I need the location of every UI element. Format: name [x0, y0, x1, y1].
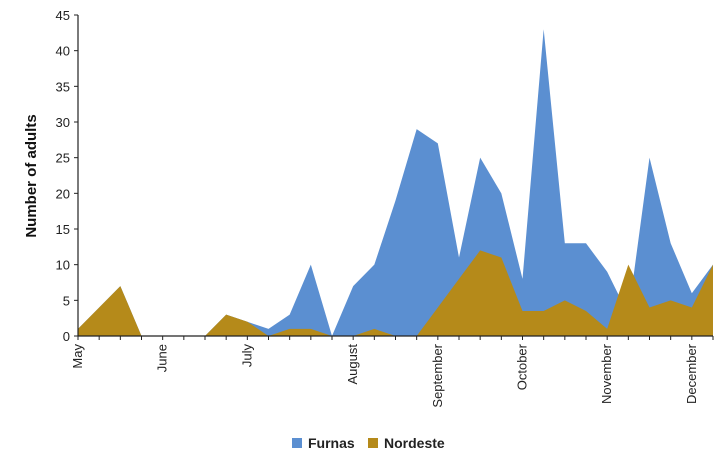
x-tick-label-august: August: [345, 344, 360, 385]
x-tick-label-july: July: [239, 344, 254, 368]
y-tick-label: 25: [56, 151, 70, 166]
x-tick-labels: May June July August September October Novembe…: [70, 336, 714, 408]
y-tick-label: 5: [63, 293, 70, 308]
y-tick-label: 20: [56, 186, 70, 201]
x-tick-label-november: November: [599, 343, 614, 404]
legend-label-furnas: Furnas: [308, 435, 355, 451]
y-tick-label: 40: [56, 44, 70, 59]
y-tick-label: 45: [56, 8, 70, 23]
legend-label-nordeste: Nordeste: [384, 435, 445, 451]
legend-swatch-furnas: [292, 438, 302, 448]
x-tick-label-october: October: [515, 343, 530, 390]
y-tick-label: 0: [63, 329, 70, 344]
y-tick-label: 35: [56, 79, 70, 94]
x-tick-label-december: December: [684, 343, 699, 404]
y-tick-label: 15: [56, 222, 70, 237]
area-nordeste: [78, 250, 713, 336]
series-areas: [78, 29, 713, 337]
y-tick-label: 10: [56, 258, 70, 273]
legend-swatch-nordeste: [368, 438, 378, 448]
x-tick-label-june: June: [155, 344, 170, 372]
x-tick-label-may: May: [70, 344, 85, 369]
y-tick-labels: 0 5 10 15 20 25 30 35 40 45: [56, 8, 78, 344]
y-tick-label: 30: [56, 115, 70, 130]
x-tick-label-september: September: [430, 343, 445, 407]
area-furnas: [78, 29, 713, 337]
legend: Furnas Nordeste: [292, 435, 445, 451]
y-axis-title: Number of adults: [23, 114, 40, 237]
